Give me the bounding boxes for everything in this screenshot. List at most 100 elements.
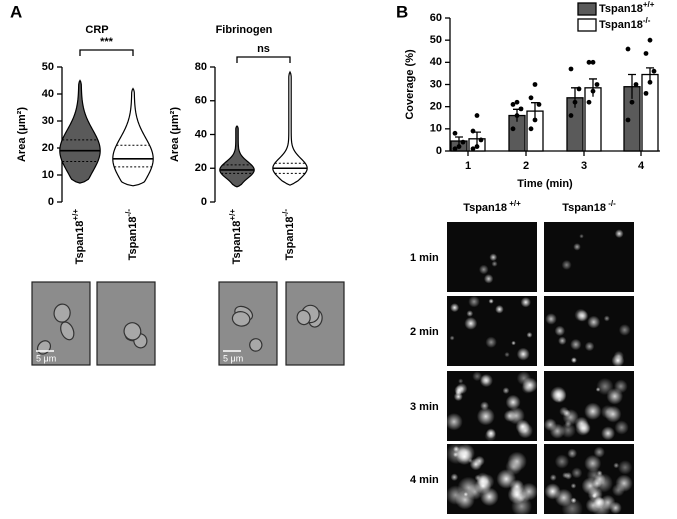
- data-point: [594, 82, 600, 87]
- row-label: 3 min: [410, 401, 439, 413]
- data-point: [470, 146, 476, 152]
- platelet-signal: [573, 243, 581, 251]
- significance-bracket: [79, 49, 134, 56]
- row-label: 2 min: [410, 326, 439, 338]
- data-point: [514, 113, 520, 118]
- platelet-signal: [593, 446, 605, 458]
- platelet-signal: [554, 325, 566, 337]
- scale-bar-label: 5 μm: [36, 353, 56, 363]
- cell: [231, 311, 251, 327]
- violin-body: [59, 79, 101, 184]
- platelet-signal: [466, 310, 474, 317]
- data-point: [474, 113, 480, 118]
- platelet-signal: [476, 472, 490, 486]
- platelet-signal: [485, 336, 497, 348]
- platelet-signal: [592, 496, 605, 509]
- bar: [641, 73, 659, 152]
- y-tick-label: 10: [42, 169, 54, 181]
- error-bar: [628, 73, 636, 99]
- label-superscript: +/+: [228, 209, 237, 221]
- error-bar: [455, 136, 463, 146]
- platelet-signal: [584, 454, 602, 472]
- label-superscript: +/+: [507, 199, 521, 208]
- y-tick-label: 60: [195, 95, 207, 107]
- platelet-signal: [478, 264, 489, 275]
- x-tick-label: Tspan18+/+: [228, 209, 243, 265]
- platelet-signal: [575, 420, 591, 436]
- platelet-signal: [480, 487, 499, 507]
- data-point: [452, 130, 458, 136]
- y-tick-label: 0: [201, 196, 207, 208]
- platelet-signal: [563, 409, 571, 417]
- data-point: [474, 144, 480, 149]
- label-base: Tspan18: [74, 221, 86, 265]
- platelet-signal: [480, 374, 491, 385]
- data-point: [470, 128, 476, 134]
- significance-label: ***: [100, 36, 114, 48]
- y-tick-label: 0: [48, 196, 54, 208]
- y-tick-label: 20: [42, 142, 54, 154]
- platelet-signal: [614, 229, 624, 239]
- data-point: [478, 137, 484, 143]
- data-point: [651, 68, 657, 74]
- data-point: [510, 126, 516, 132]
- platelet-signal: [450, 303, 460, 313]
- data-point: [647, 79, 653, 85]
- data-point: [536, 102, 542, 107]
- y-tick-label: 20: [195, 162, 207, 174]
- label-superscript: -/-: [606, 199, 616, 208]
- platelet-signal: [509, 479, 525, 494]
- platelet-signal: [468, 458, 473, 464]
- legend-swatch: [577, 2, 597, 16]
- platelet-signal: [504, 351, 510, 358]
- y-tick-label: 10: [430, 123, 442, 135]
- cell: [53, 303, 71, 323]
- data-point: [576, 86, 582, 92]
- data-point: [568, 113, 574, 118]
- scale-bar-label: 5 μm: [223, 353, 243, 363]
- dic-image: [96, 281, 156, 366]
- platelet-signal: [526, 331, 533, 338]
- legend-label: Tspan18+/+: [599, 0, 655, 15]
- label-base: Tspan18: [127, 217, 139, 261]
- platelet-signal: [476, 407, 495, 426]
- platelet-signal: [603, 315, 610, 322]
- y-tick-label: 20: [430, 101, 442, 113]
- label-base: Tspan18: [463, 202, 507, 214]
- violin-body: [219, 125, 255, 188]
- y-tick-label: 0: [436, 145, 442, 157]
- platelet-signal: [558, 336, 567, 345]
- data-point: [572, 99, 578, 105]
- legend-swatch: [577, 18, 597, 32]
- platelet-signal: [449, 335, 455, 341]
- platelet-signal: [489, 253, 498, 262]
- platelet-signal: [579, 233, 584, 239]
- y-tick-label: 80: [195, 61, 207, 73]
- platelet-signal: [505, 458, 523, 476]
- row-label: 4 min: [410, 474, 439, 486]
- cell: [123, 322, 142, 341]
- platelet-signal: [502, 387, 510, 395]
- chart-title: CRP: [85, 24, 108, 36]
- platelet-signal: [450, 473, 459, 481]
- platelet-signal: [613, 462, 620, 469]
- y-tick-label: 40: [42, 88, 54, 100]
- platelet-signal: [615, 474, 633, 492]
- label-superscript: +/+: [643, 0, 655, 9]
- data-point: [452, 146, 458, 152]
- data-point: [514, 99, 520, 105]
- data-point: [518, 106, 524, 112]
- platelet-signal: [571, 467, 583, 479]
- data-point: [532, 117, 538, 123]
- platelet-signal: [483, 274, 494, 284]
- cell: [296, 309, 311, 326]
- platelet-signal: [455, 489, 475, 510]
- platelet-signal: [511, 340, 516, 346]
- data-point: [590, 59, 596, 65]
- platelet-signal: [520, 297, 531, 308]
- data-point: [586, 59, 592, 65]
- platelet-signal: [551, 388, 567, 404]
- platelet-signal: [617, 460, 633, 475]
